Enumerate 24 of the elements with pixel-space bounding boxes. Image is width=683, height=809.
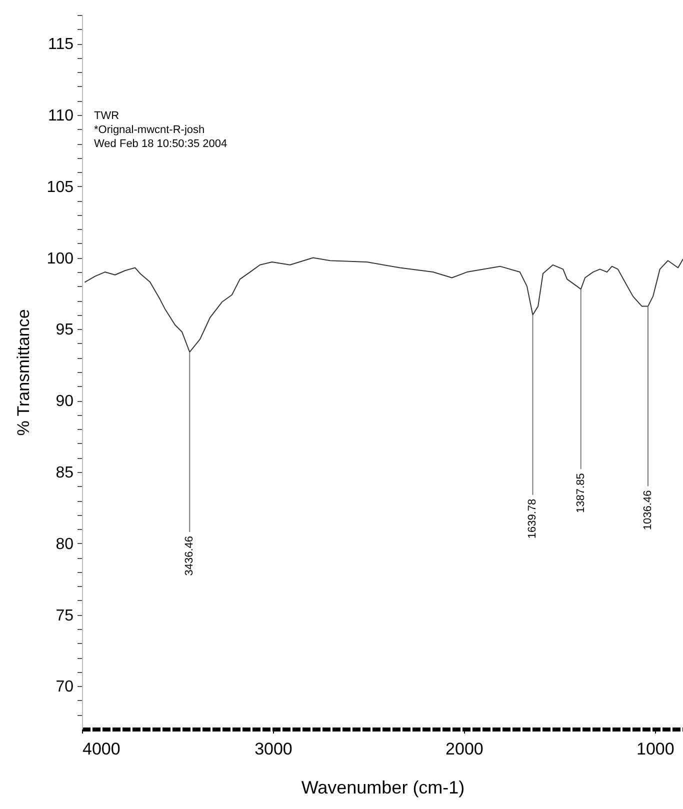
annotation: TWR <box>94 110 120 122</box>
line-series <box>84 257 683 353</box>
y-axis-title: % Transmittance <box>14 309 33 436</box>
y-tick-label: 105 <box>46 178 74 196</box>
x-tick-label: 2000 <box>446 740 484 758</box>
annotation: 1639.78 <box>526 498 539 539</box>
y-tick-label: 95 <box>56 322 74 339</box>
y-tick-label: 80 <box>56 536 74 553</box>
annotation: Wed Feb 18 10:50:35 2004 <box>94 138 228 150</box>
x-tick-label: 4000 <box>82 740 120 758</box>
annotation: 1036.46 <box>642 490 654 530</box>
y-tick-label: 110 <box>48 107 74 124</box>
x-axis-title: Wavenumber (cm-1) <box>301 778 465 798</box>
annotation: 3436.46 <box>184 536 196 576</box>
y-tick-label: 90 <box>56 393 74 410</box>
x-tick-label: 3000 <box>254 740 292 758</box>
y-tick-label: 115 <box>48 36 74 54</box>
y-tick-label: 85 <box>56 464 74 482</box>
annotation: *Orignal-mwcnt-R-josh <box>94 124 205 136</box>
y-tick-label: 75 <box>56 607 74 624</box>
annotation: 1387.85 <box>574 473 587 513</box>
x-tick-label: 1000 <box>636 740 674 758</box>
y-tick-label: 100 <box>46 250 74 268</box>
y-tick-label: 70 <box>56 678 74 696</box>
